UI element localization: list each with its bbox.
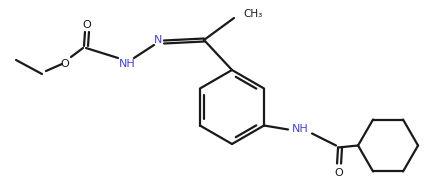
Text: O: O <box>61 59 70 69</box>
Text: N: N <box>154 35 162 45</box>
Text: O: O <box>334 167 343 178</box>
Text: CH₃: CH₃ <box>243 9 262 19</box>
Text: NH: NH <box>119 59 136 69</box>
Text: O: O <box>83 20 91 30</box>
Text: NH: NH <box>292 125 309 135</box>
